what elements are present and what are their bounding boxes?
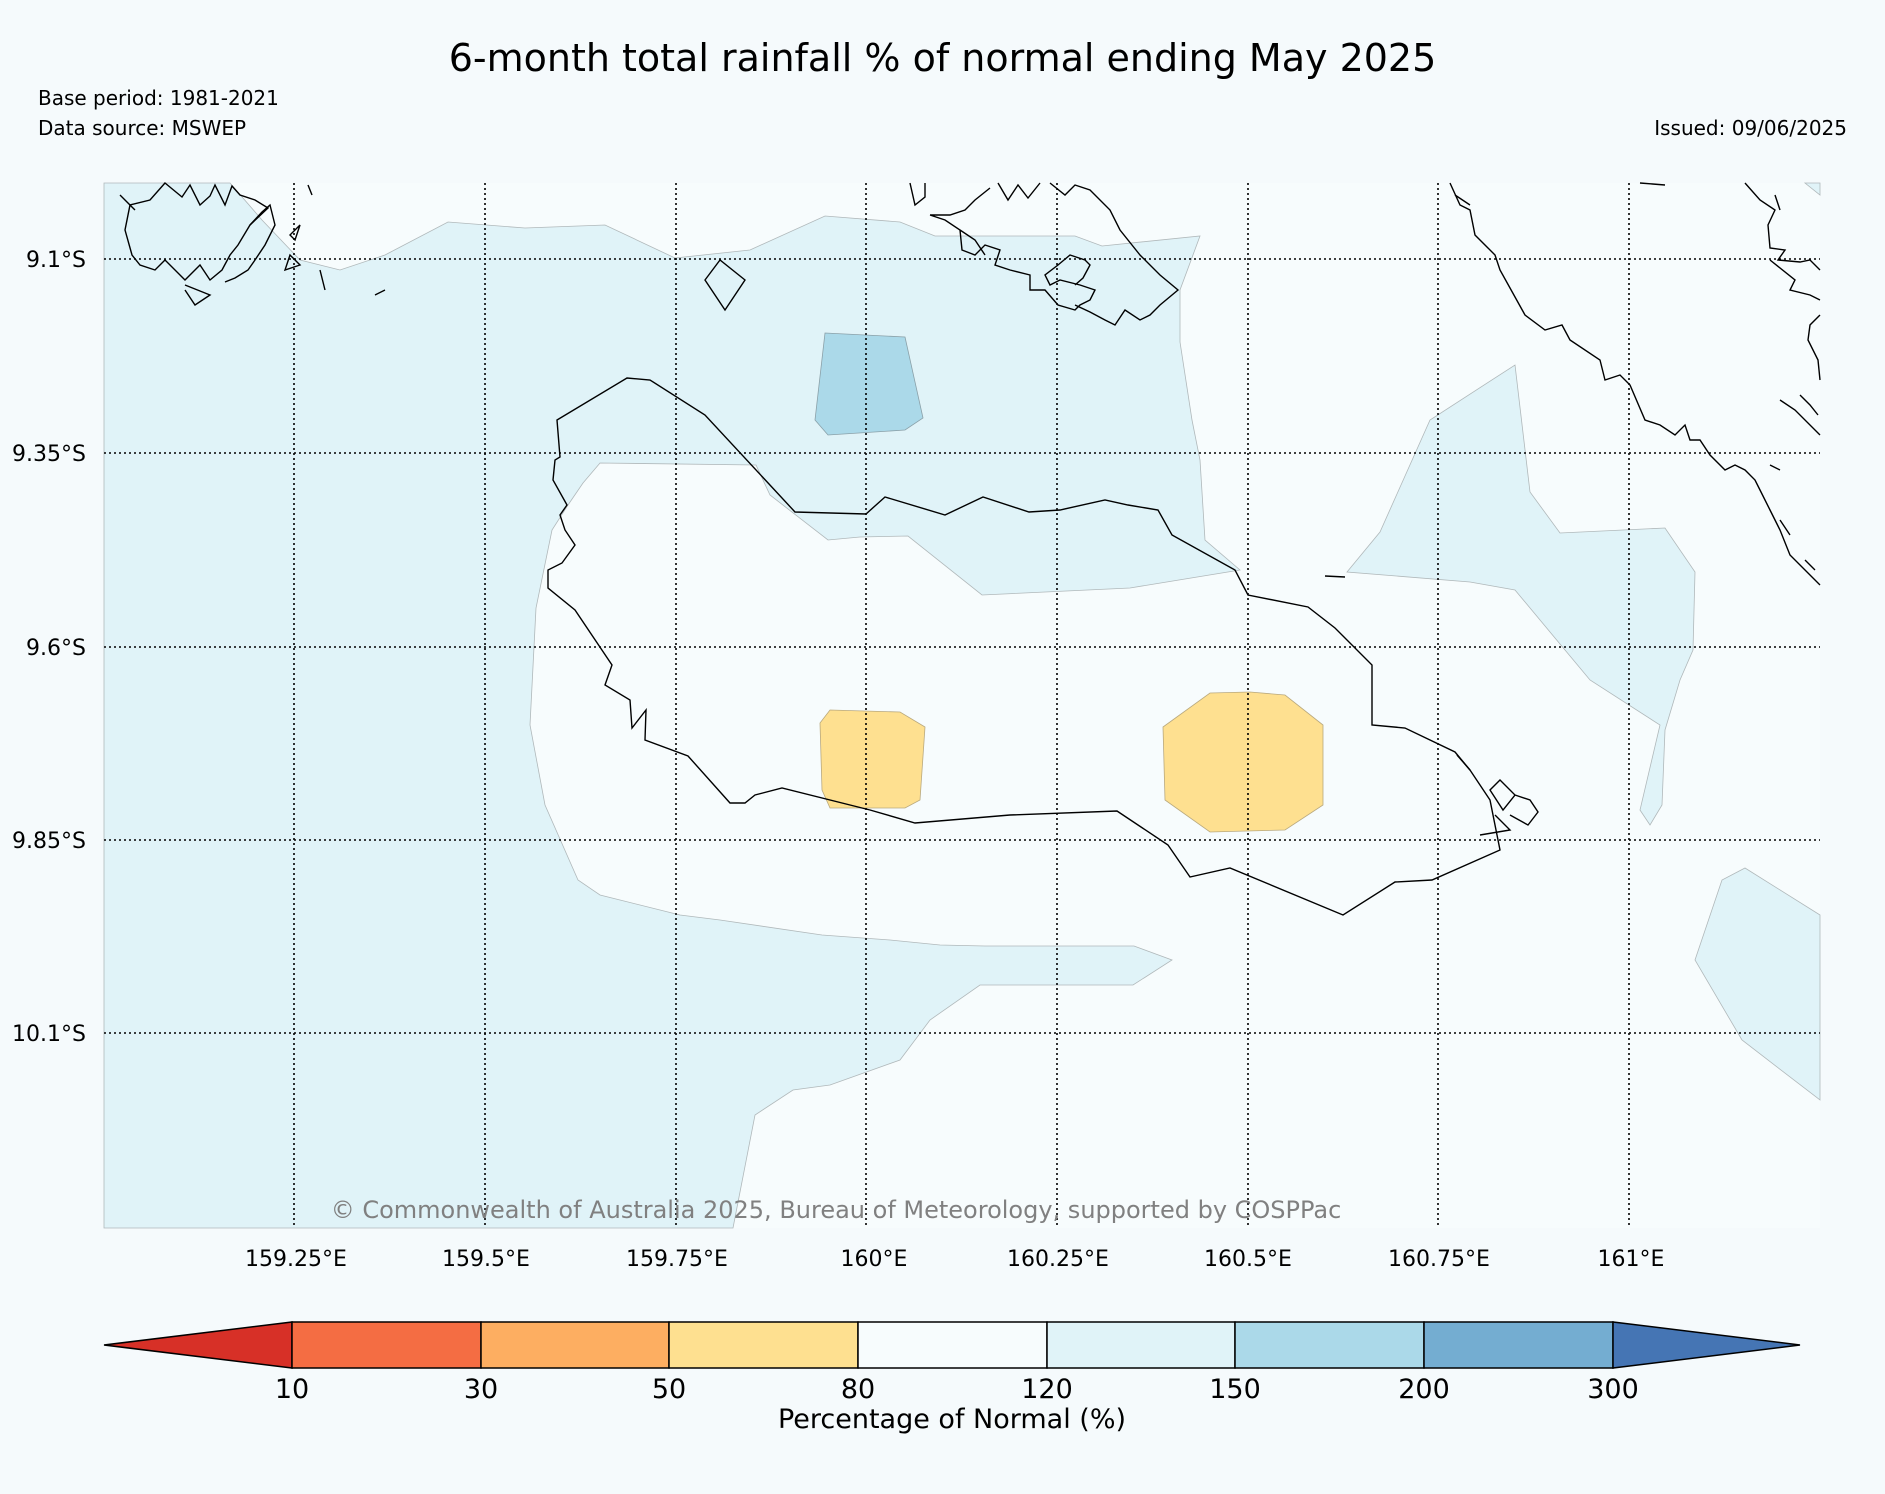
- lat-label: 9.85°S: [12, 829, 86, 854]
- coastline-north-islands-2: [224, 203, 276, 283]
- graticule: [104, 183, 1820, 1228]
- lat-label: 9.1°S: [26, 248, 86, 273]
- colorbar-extend-low: [103, 1321, 293, 1369]
- contour-region-top-right: [1803, 182, 1821, 196]
- colorbar-segment: [1046, 1321, 1236, 1369]
- coastline-north-central: [909, 182, 1180, 326]
- lon-label: 159.75°E: [626, 1247, 728, 1272]
- colorbar-segment: [1234, 1321, 1425, 1369]
- coastline-main-island: [547, 377, 1501, 916]
- issued-date: Issued: 09/06/2025: [1654, 116, 1847, 140]
- colorbar-tick-label: 10: [275, 1374, 309, 1405]
- colorbar-tick-label: 80: [841, 1374, 875, 1405]
- contour-50-80: [819, 691, 1324, 833]
- colorbar: [103, 1321, 1801, 1369]
- colorbar-tick-label: 50: [652, 1374, 686, 1405]
- data-source: Data source: MSWEP: [38, 116, 247, 140]
- contour-150-200: [814, 332, 924, 436]
- colorbar-segment: [1423, 1321, 1614, 1369]
- colorbar-tick-label: 200: [1398, 1374, 1450, 1405]
- colorbar-segment: [291, 1321, 482, 1369]
- lat-labels: 9.1°S 9.35°S 9.6°S 9.85°S 10.1°S: [12, 248, 86, 1047]
- colorbar-tick-label: 150: [1209, 1374, 1261, 1405]
- lat-label: 9.35°S: [12, 442, 86, 467]
- coastline-northeast-island: [1449, 182, 1821, 586]
- lon-label: 159.5°E: [442, 1247, 530, 1272]
- colorbar-extend-high: [1612, 1321, 1801, 1369]
- contour-120-150: [103, 182, 1821, 1229]
- colorbar-tick-label: 30: [464, 1374, 498, 1405]
- lon-label: 160.5°E: [1204, 1247, 1292, 1272]
- lon-label: 161°E: [1598, 1247, 1665, 1272]
- colorbar-tick-label: 300: [1587, 1374, 1639, 1405]
- map-panel: 9.1°S 9.35°S 9.6°S 9.85°S 10.1°S 159.25°…: [12, 182, 1821, 1272]
- lat-label: 9.6°S: [26, 636, 86, 661]
- lon-label: 159.25°E: [245, 1247, 347, 1272]
- colorbar-segment: [668, 1321, 859, 1369]
- coastline-north-islands-3: [119, 184, 386, 306]
- colorbar-ticks: 10 30 50 80 120 150 200 300: [275, 1374, 1639, 1405]
- contour-region-east: [1346, 364, 1696, 826]
- lat-label: 10.1°S: [12, 1022, 86, 1047]
- lon-label: 160°E: [841, 1247, 908, 1272]
- lon-label: 160.75°E: [1388, 1247, 1490, 1272]
- colorbar-tick-label: 120: [1021, 1374, 1073, 1405]
- dry-region-east: [1162, 691, 1324, 833]
- coastline-east-mark: [1324, 575, 1346, 578]
- contour-region-west: [103, 182, 1241, 1229]
- contour-region-southeast: [1694, 867, 1821, 1101]
- lon-label: 160.25°E: [1007, 1247, 1109, 1272]
- dry-region-west: [819, 709, 926, 809]
- coastline-east-islets: [1454, 182, 1821, 571]
- lon-labels: 159.25°E 159.5°E 159.75°E 160°E 160.25°E…: [245, 1247, 1664, 1272]
- coastline-small-islet: [704, 259, 746, 312]
- coastlines: [119, 182, 1821, 916]
- copyright-notice: © Commonwealth of Australia 2025, Bureau…: [331, 1196, 1342, 1224]
- colorbar-segment: [857, 1321, 1048, 1369]
- coastline-island-cape: [1456, 754, 1539, 836]
- colorbar-label: Percentage of Normal (%): [778, 1404, 1126, 1435]
- base-period: Base period: 1981-2021: [38, 86, 279, 110]
- colorbar-segment: [480, 1321, 670, 1369]
- page-title: 6-month total rainfall % of normal endin…: [448, 36, 1437, 80]
